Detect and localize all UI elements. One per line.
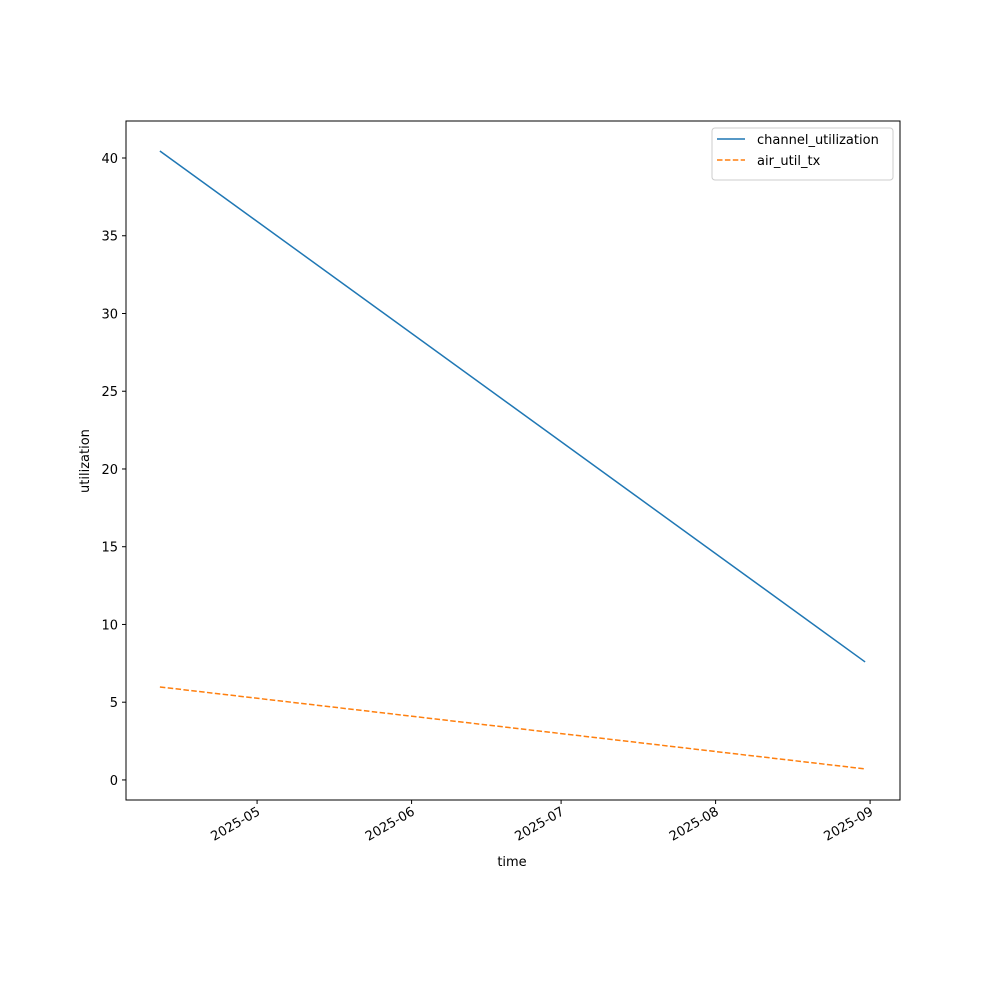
x-tick-label: 2025-05 (209, 804, 264, 844)
y-tick-label: 5 (110, 696, 118, 711)
y-tick-label: 35 (101, 230, 118, 245)
series-line (159, 686, 866, 770)
y-tick-label: 30 (101, 307, 118, 322)
series-line (159, 150, 866, 663)
plot-frame (125, 120, 901, 801)
x-tick-label: 2025-09 (822, 804, 877, 844)
y-tick-label: 15 (101, 541, 118, 556)
y-axis-label: utilization (78, 429, 93, 493)
x-tick-label: 2025-07 (513, 804, 568, 844)
y-tick-label: 20 (101, 463, 118, 478)
legend-label: channel_utilization (757, 133, 879, 148)
y-tick-label: 10 (101, 618, 118, 633)
y-tick-label: 25 (101, 385, 118, 400)
x-tick-label: 2025-06 (363, 804, 418, 844)
x-axis-label: time (497, 855, 526, 870)
legend-box (711, 127, 894, 181)
y-tick-label: 0 (110, 774, 118, 789)
legend-label: air_util_tx (757, 154, 821, 169)
y-tick-label: 40 (101, 152, 118, 167)
x-tick-label: 2025-08 (667, 804, 722, 844)
